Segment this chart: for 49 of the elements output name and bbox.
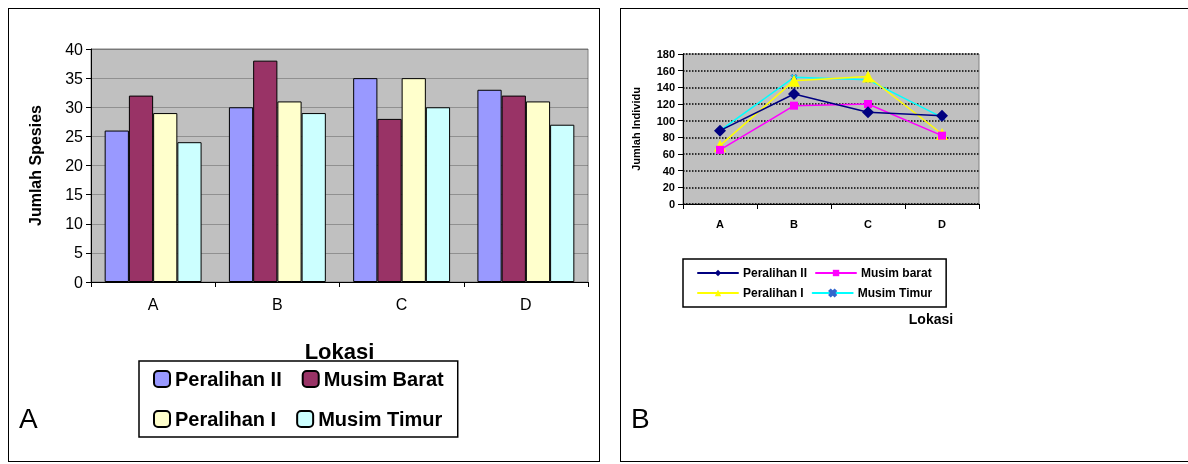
y-tick-label: 25 — [65, 127, 84, 145]
y-axis-title: Jumlah Individu — [629, 87, 642, 171]
point — [788, 88, 800, 100]
y-tick-label: 100 — [656, 114, 675, 127]
y-tick-label: 140 — [656, 81, 675, 94]
legend-label: Peralihan I — [743, 286, 804, 300]
point — [790, 101, 798, 110]
x-tick-label: C — [395, 295, 408, 313]
y-tick-label: 60 — [662, 148, 675, 160]
legend-label: Peralihan I — [175, 408, 277, 430]
y-axis-title: Jumlah Spesies — [26, 104, 44, 226]
y-tick-label: 20 — [662, 181, 675, 194]
legend-label: Peralihan II — [743, 266, 808, 280]
text: A — [19, 402, 38, 434]
point — [862, 106, 874, 119]
text: B — [631, 402, 650, 434]
y-tick-label: 10 — [65, 215, 84, 233]
legend-label: Musim barat — [861, 266, 932, 280]
y-tick-label: 20 — [65, 157, 84, 174]
legend-label: Musim Barat — [323, 368, 445, 390]
x-axis-title: Lokasi — [908, 311, 954, 327]
point — [862, 70, 874, 83]
x-axis-title: Lokasi — [304, 338, 375, 364]
y-tick-label: 0 — [74, 273, 84, 291]
point — [788, 74, 800, 87]
x-tick-label: B — [272, 295, 283, 313]
x-tick-label: A — [716, 217, 725, 230]
y-tick-label: 40 — [662, 164, 675, 177]
x-tick-label: C — [864, 217, 873, 230]
legend-label: Musim Timur — [318, 408, 443, 430]
y-tick-label: 180 — [656, 48, 675, 60]
y-tick-label: 0 — [668, 198, 675, 210]
point — [864, 100, 872, 108]
y-tick-label: 40 — [65, 40, 84, 58]
y-tick-label: 160 — [656, 64, 675, 77]
y-tick-label: 30 — [65, 98, 84, 116]
x-tick-label: D — [938, 217, 947, 230]
y-tick-label: 120 — [656, 98, 675, 110]
legend-label: Musim Timur — [857, 286, 933, 300]
y-tick-label: 15 — [65, 186, 84, 204]
point — [936, 109, 948, 122]
y-tick-label: 35 — [65, 69, 84, 87]
x-tick-label: B — [790, 217, 799, 230]
x-tick-label: A — [147, 295, 159, 313]
x-tick-label: D — [520, 295, 532, 313]
y-tick-label: 5 — [74, 244, 84, 262]
y-tick-label: 80 — [662, 131, 675, 144]
point — [716, 145, 724, 154]
legend-label: Peralihan II — [175, 368, 282, 390]
